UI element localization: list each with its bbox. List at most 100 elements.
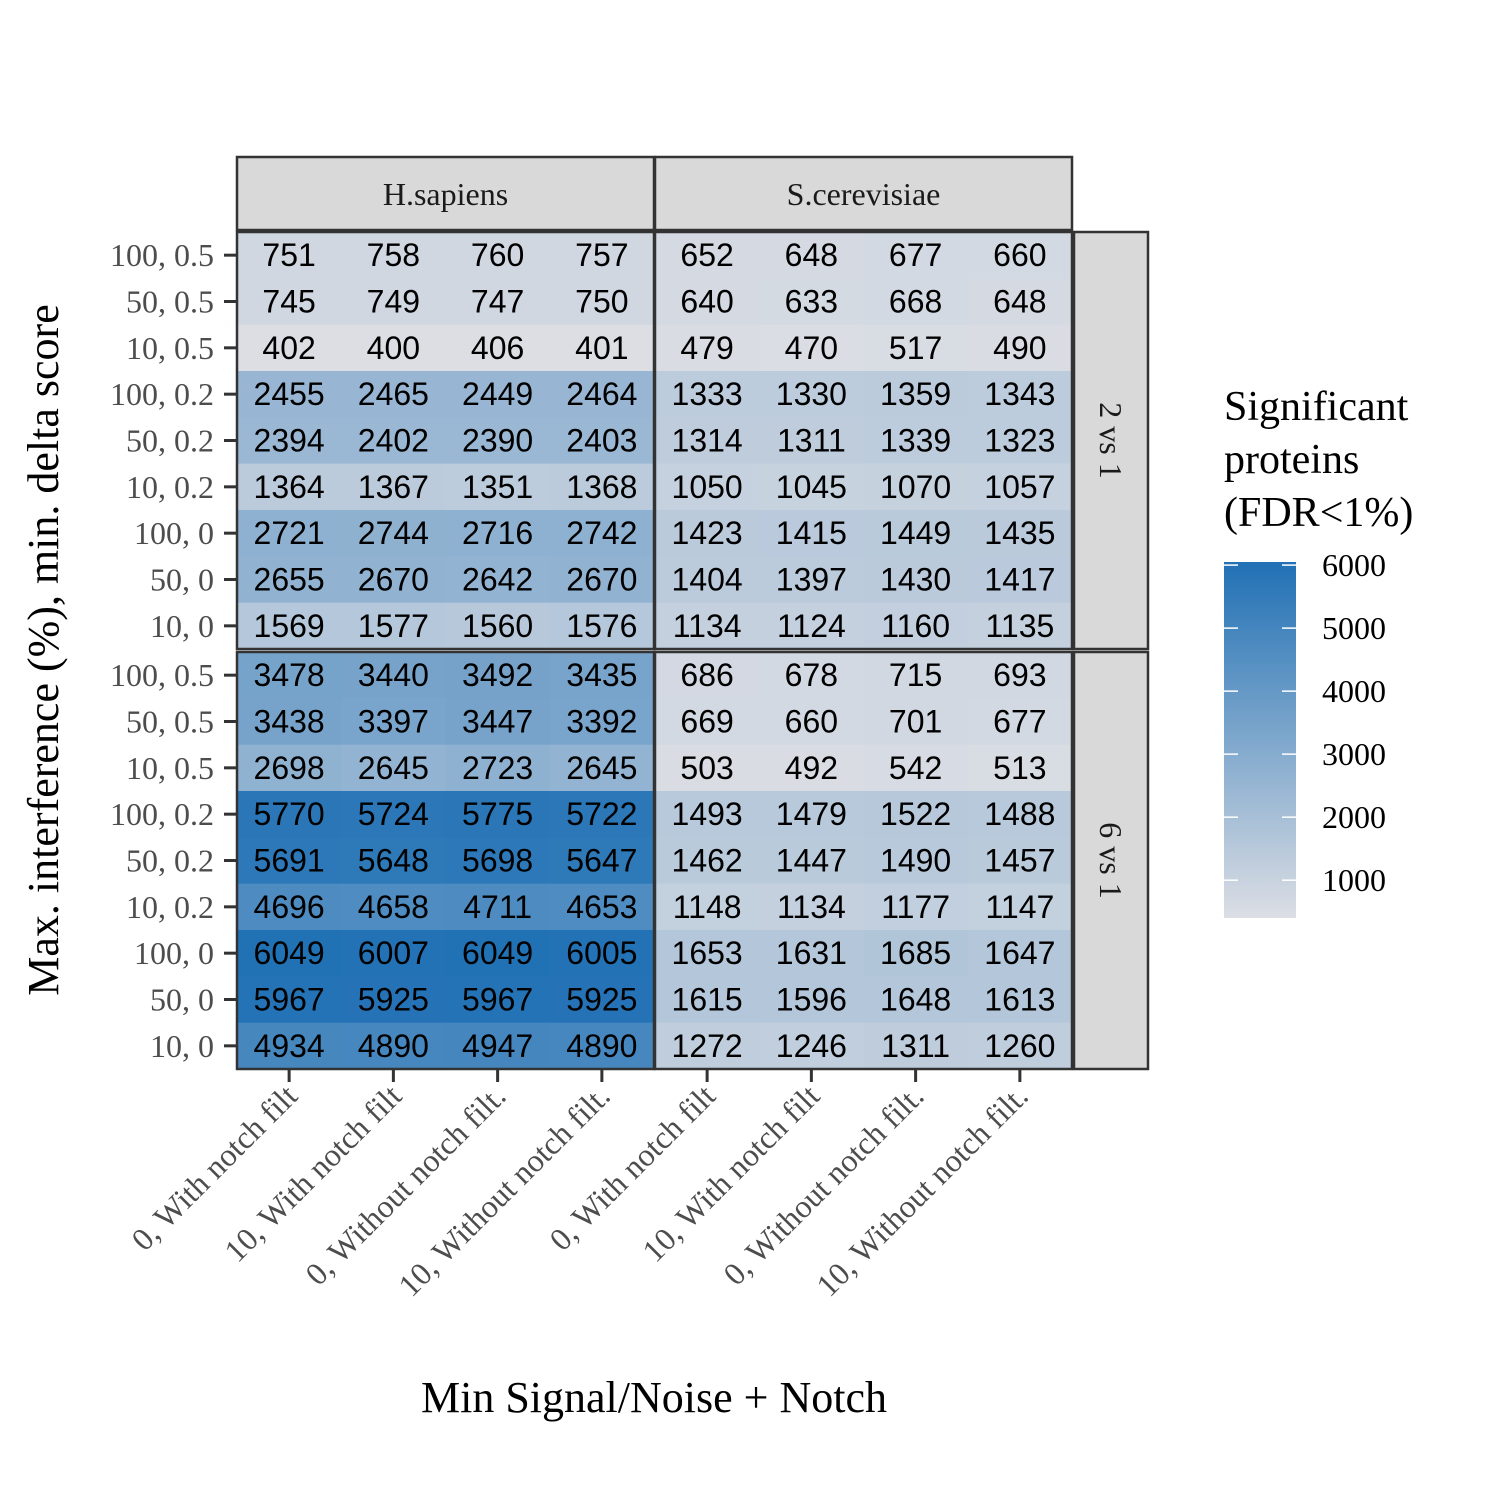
heatmap-cell [655,556,760,604]
cell-value-label: 1435 [984,515,1055,551]
cell-value-label: 1272 [672,1028,743,1064]
cell-value-label: 3438 [254,704,325,740]
heatmap-cell [445,510,551,557]
cell-value-label: 1124 [777,608,846,644]
cell-value-label: 1479 [776,796,847,832]
cell-value-label: 5925 [358,982,429,1018]
y-tick-label: 100, 0.2 [110,376,214,412]
facet-strips: H.sapiens S.cerevisiae 2 vs 1 6 vs 1 [235,155,1150,1071]
y-tick-label: 100, 0 [134,935,214,971]
cell-value-label: 4653 [566,889,637,925]
heatmap-cell [237,652,342,699]
cell-value-label: 749 [367,284,420,320]
cell-value-label: 1148 [673,889,742,925]
heatmap-cell [445,698,551,746]
heatmap-cell [967,652,1073,699]
heatmap-cell [759,837,864,885]
heatmap-cell [549,371,655,418]
cell-value-label: 517 [889,330,942,366]
heatmap-cell [863,510,969,557]
heatmap-cell [967,324,1073,372]
heatmap-cell [237,417,342,465]
cell-value-label: 1404 [672,562,743,598]
heatmap-cell [237,698,342,746]
heatmap-cell [967,698,1073,746]
cell-value-label: 1359 [880,376,951,412]
heatmap-cell [655,463,760,511]
heatmap-cell [655,976,760,1024]
heatmap-cell [655,883,760,931]
y-tick-label: 100, 0.5 [110,237,214,273]
column-strip-label: H.sapiens [383,176,508,212]
cell-value-label: 513 [993,750,1046,786]
heatmap-cell [549,791,655,838]
heatmap-cell [237,602,342,650]
cell-value-label: 750 [575,284,628,320]
cell-value-label: 402 [262,330,315,366]
cell-value-label: 2449 [462,376,533,412]
heatmap-cell [655,791,760,838]
heatmap-cell [237,791,342,838]
heatmap-cell [863,744,969,792]
cell-value-label: 648 [993,284,1046,320]
heatmap-cell [237,232,342,279]
y-tick-label: 100, 0.5 [110,657,214,693]
cell-value-label: 542 [889,750,942,786]
heatmap-cell [237,930,342,977]
heatmap-cell [445,556,551,604]
cell-value-label: 4947 [462,1028,533,1064]
cell-value-label: 5722 [566,796,637,832]
heatmap-panel: 751 758 760 757 745 749 747 750 402 400 406 401 2455… [235,230,656,651]
y-tick-label: 10, 0 [150,1028,214,1064]
column-strip [235,155,656,232]
cell-value-label: 1615 [672,982,743,1018]
cell-value-label: 4934 [254,1028,325,1064]
heatmap-cell [967,371,1073,418]
cell-value-label: 1135 [985,608,1054,644]
cell-value-label: 1323 [984,423,1055,459]
heatmap-cell [341,698,446,746]
cell-value-label: 5967 [254,982,325,1018]
heatmap-cell [863,371,969,418]
cell-value-label: 492 [785,750,838,786]
cell-value-label: 693 [993,657,1046,693]
cell-value-label: 747 [471,284,524,320]
heatmap-cell [237,976,342,1024]
cell-value-label: 1569 [254,608,325,644]
cell-value-label: 668 [889,284,942,320]
cell-value-label: 5648 [358,843,429,879]
cell-value-label: 2394 [254,423,325,459]
heatmap-cell [341,930,446,977]
heatmap-cell [759,930,864,977]
cell-value-label: 3397 [358,704,429,740]
cell-value-label: 1070 [880,469,951,505]
cell-value-label: 2645 [566,750,637,786]
heatmap-cell [549,883,655,931]
cell-value-label: 2723 [462,750,533,786]
cell-value-label: 401 [575,330,628,366]
heatmap-cell [237,556,342,604]
x-tick-label: 0, Without notch filt. [716,1077,931,1292]
cell-value-label: 1330 [776,376,847,412]
cell-value-label: 1397 [776,562,847,598]
legend-colorbar [1224,562,1296,918]
row-strip [1072,650,1150,1071]
cell-value-label: 1423 [672,515,743,551]
heatmap-cell [655,510,760,557]
heatmap-cell [863,463,969,511]
legend-title-line: proteins [1224,437,1359,483]
heatmap-cell [863,278,969,326]
y-tick-label: 50, 0.5 [126,704,214,740]
cell-value-label: 1488 [984,796,1055,832]
heatmap-cell [549,232,655,279]
cell-value-label: 2670 [566,562,637,598]
panel-border [653,650,1074,1071]
cell-value-label: 1177 [881,889,950,925]
cell-value-label: 652 [680,237,733,273]
cell-value-label: 5967 [462,982,533,1018]
cell-value-label: 1576 [566,608,637,644]
heatmap-cell [445,930,551,977]
legend-tick-label: 3000 [1322,736,1386,772]
